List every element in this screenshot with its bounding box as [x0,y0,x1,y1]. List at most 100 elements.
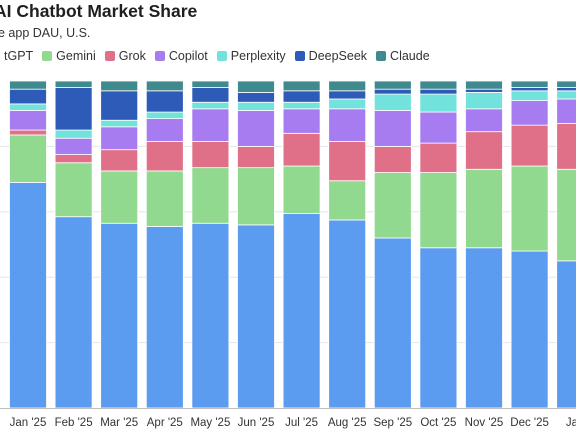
bar-segment-grok [282,132,321,167]
bar-segment-deepseek [419,88,458,95]
bar-segment-perplexity [9,103,47,111]
bar-segment-claude [237,80,275,93]
bar-segment-copilot [510,100,549,126]
legend-label-copilot: Copilot [168,49,208,63]
bar-segment-gemini [282,165,321,214]
bar-segment-gemini [237,167,275,226]
bar-segment-claude [282,80,321,92]
bar-segment-copilot [100,126,139,151]
bar-segment-chatgpt [54,216,93,409]
bar-segment-deepseek [145,90,184,113]
legend-label-grok: Grok [118,49,146,63]
bar-segment-gemini [100,170,139,224]
chart-title: AI Chatbot Market Share [0,1,198,21]
x-tick-label: Nov '25 [465,417,504,429]
bar-segment-claude [100,80,139,92]
bar-segment-copilot [373,110,412,147]
bar-segment-grok [100,149,139,172]
bar-segment-grok [145,141,184,172]
legend-label-chatgpt: tGPT [4,49,34,63]
x-tick-label: Aug '25 [328,417,367,429]
bar-segment-gemini [556,168,576,262]
bar-segment-chatgpt [373,237,412,409]
bar-segment-perplexity [373,93,412,111]
bar-segment-perplexity [54,129,93,139]
x-tick-label: Sep '25 [373,417,412,429]
bar-segment-chatgpt [556,260,576,409]
bar-segment-perplexity [100,119,139,128]
legend-item-chatgpt: tGPT [0,49,33,63]
bar-segment-copilot [191,108,230,142]
chart-legend: tGPT Gemini Grok Copilot Perplexity Deep… [0,49,439,63]
bar-segment-copilot [54,137,93,155]
bar-segment-deepseek [282,90,321,103]
bar-segment-chatgpt [510,250,549,409]
bar-segment-chatgpt [145,226,184,409]
legend-swatch-perplexity [216,51,227,61]
bar-segment-deepseek [54,87,93,131]
legend-label-claude: Claude [390,49,430,63]
bar-segment-deepseek [191,87,230,103]
legend-swatch-gemini [42,51,53,61]
x-tick-label: Dec '25 [510,417,549,429]
legend-item-deepseek: DeepSeek [294,49,368,63]
bar-segment-perplexity [419,93,458,113]
legend-label-perplexity: Perplexity [230,49,286,63]
bar-segment-claude [54,80,93,88]
legend-item-copilot: Copilot [154,49,208,63]
legend-swatch-grok [104,51,115,61]
legend-label-gemini: Gemini [56,49,96,63]
bar-segment-claude [9,80,47,90]
bar-segment-grok [419,142,458,173]
bar-segment-grok [510,124,549,167]
bar-segment-copilot [237,110,275,147]
bar-segment-gemini [145,170,184,227]
bar-segment-claude [510,80,549,88]
bar-segment-gemini [9,134,47,183]
bar-segment-grok [191,141,230,169]
bar-segment-gemini [465,168,503,249]
bar-segment-copilot [556,98,576,124]
bar-segment-deepseek [465,88,503,93]
bar-segment-perplexity [510,90,549,102]
bar-segment-grok [54,154,93,164]
bar-segment-deepseek [373,88,412,95]
legend-swatch-deepseek [294,51,305,61]
bar-segment-deepseek [328,90,367,100]
bar-segment-deepseek [556,87,576,92]
bar-segment-perplexity [556,90,576,100]
bar-segment-claude [419,80,458,90]
bar-segment-deepseek [237,92,275,103]
legend-swatch-copilot [154,51,165,61]
x-tick-label: Feb '25 [55,417,93,429]
bar-segment-copilot [145,118,184,142]
bar-segment-claude [556,80,576,88]
bar-segment-chatgpt [191,222,230,409]
bar-segment-chatgpt [419,247,458,409]
x-tick-label: Oct '25 [420,417,456,429]
bar-segment-perplexity [191,101,230,110]
bar-segment-deepseek [100,90,139,121]
legend-item-perplexity: Perplexity [216,49,286,63]
bar-segment-chatgpt [100,222,139,409]
bar-segment-grok [465,131,503,170]
bar-segment-grok [328,141,367,182]
bar-segment-perplexity [328,98,367,110]
legend-label-deepseek: DeepSeek [308,49,368,63]
x-tick-label: Jun '25 [238,417,275,429]
bar-segment-grok [237,145,275,169]
legend-swatch-claude [376,51,387,61]
bar-segment-grok [556,123,576,170]
x-tick-label: Apr '25 [147,417,183,429]
bar-segment-chatgpt [282,213,321,409]
bar-segment-perplexity [465,92,503,110]
bar-segment-gemini [373,172,412,239]
x-tick-label: Jan '25 [10,417,47,429]
bar-segment-claude [145,80,184,92]
bar-segment-copilot [419,111,458,144]
bar-segment-chatgpt [9,181,47,409]
bar-segment-perplexity [237,101,275,111]
x-tick-label: Jul '25 [285,417,318,429]
